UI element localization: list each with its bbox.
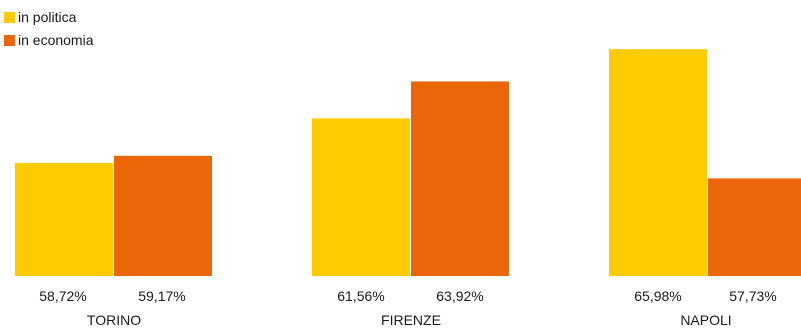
value-label-torino-economia: 59,17% [138, 288, 185, 304]
bar-firenze-economia [411, 81, 509, 276]
legend: in politica in economia [4, 9, 94, 48]
legend-label-in-economia: in economia [18, 32, 94, 48]
value-label-firenze-politica: 61,56% [337, 288, 384, 304]
category-labels-group: TORINO FIRENZE NAPOLI [87, 312, 732, 328]
value-label-torino-politica: 58,72% [39, 288, 86, 304]
bar-firenze-politica [312, 118, 410, 276]
bars-group [15, 49, 801, 276]
bar-torino-politica [15, 162, 113, 276]
value-labels-group: 58,72% 59,17% 61,56% 63,92% 65,98% 57,73… [39, 288, 776, 304]
value-label-firenze-economia: 63,92% [436, 288, 483, 304]
legend-label-in-politica: in politica [18, 9, 77, 25]
value-label-napoli-politica: 65,98% [634, 288, 681, 304]
category-label-torino: TORINO [87, 312, 141, 328]
bar-torino-economia [114, 155, 212, 276]
bar-napoli-economia [708, 178, 801, 276]
category-label-firenze: FIRENZE [381, 312, 441, 328]
legend-swatch-in-economia [4, 35, 15, 46]
category-label-napoli: NAPOLI [680, 312, 731, 328]
value-label-napoli-economia: 57,73% [729, 288, 776, 304]
legend-swatch-in-politica [4, 12, 15, 23]
bar-napoli-politica [609, 49, 707, 276]
